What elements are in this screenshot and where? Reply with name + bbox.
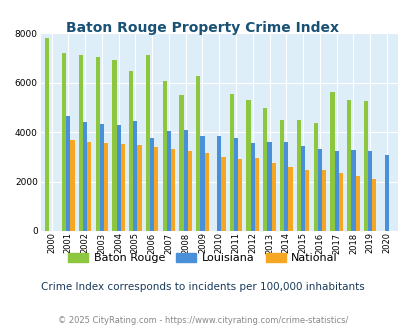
Bar bbox=[129, 71, 133, 231]
Bar bbox=[83, 122, 87, 231]
Bar bbox=[338, 173, 342, 231]
Bar bbox=[104, 143, 108, 231]
Bar bbox=[233, 138, 237, 231]
Bar bbox=[137, 145, 141, 231]
Legend: Baton Rouge, Louisiana, National: Baton Rouge, Louisiana, National bbox=[64, 248, 341, 267]
Bar bbox=[321, 170, 325, 231]
Bar bbox=[70, 141, 75, 231]
Bar bbox=[229, 94, 233, 231]
Bar bbox=[221, 157, 225, 231]
Bar bbox=[95, 56, 100, 231]
Bar bbox=[279, 120, 284, 231]
Bar bbox=[355, 176, 359, 231]
Bar bbox=[296, 120, 300, 231]
Bar bbox=[183, 130, 188, 231]
Bar bbox=[116, 125, 120, 231]
Bar bbox=[196, 76, 200, 231]
Bar bbox=[284, 142, 288, 231]
Bar bbox=[262, 109, 267, 231]
Bar bbox=[288, 167, 292, 231]
Bar bbox=[217, 136, 221, 231]
Bar bbox=[179, 95, 183, 231]
Bar bbox=[317, 149, 321, 231]
Bar bbox=[330, 92, 334, 231]
Bar bbox=[371, 179, 375, 231]
Text: Baton Rouge Property Crime Index: Baton Rouge Property Crime Index bbox=[66, 21, 339, 35]
Bar bbox=[237, 159, 242, 231]
Bar bbox=[100, 124, 104, 231]
Bar bbox=[200, 136, 204, 231]
Bar bbox=[250, 143, 254, 231]
Bar bbox=[166, 131, 171, 231]
Bar bbox=[133, 121, 137, 231]
Bar bbox=[367, 150, 371, 231]
Bar bbox=[120, 145, 125, 231]
Bar bbox=[313, 123, 317, 231]
Bar bbox=[305, 170, 309, 231]
Bar bbox=[346, 100, 350, 231]
Text: © 2025 CityRating.com - https://www.cityrating.com/crime-statistics/: © 2025 CityRating.com - https://www.city… bbox=[58, 315, 347, 325]
Bar bbox=[66, 116, 70, 231]
Bar bbox=[300, 147, 305, 231]
Text: Crime Index corresponds to incidents per 100,000 inhabitants: Crime Index corresponds to incidents per… bbox=[41, 282, 364, 292]
Bar bbox=[254, 158, 258, 231]
Bar bbox=[188, 151, 192, 231]
Bar bbox=[62, 53, 66, 231]
Bar bbox=[87, 142, 91, 231]
Bar bbox=[154, 148, 158, 231]
Bar bbox=[112, 60, 116, 231]
Bar bbox=[145, 55, 150, 231]
Bar bbox=[334, 150, 338, 231]
Bar bbox=[271, 163, 275, 231]
Bar bbox=[45, 38, 49, 231]
Bar bbox=[384, 155, 388, 231]
Bar bbox=[162, 81, 166, 231]
Bar bbox=[267, 142, 271, 231]
Bar bbox=[204, 153, 208, 231]
Bar bbox=[171, 149, 175, 231]
Bar bbox=[350, 149, 355, 231]
Bar bbox=[79, 55, 83, 231]
Bar bbox=[246, 100, 250, 231]
Bar bbox=[150, 138, 154, 231]
Bar bbox=[363, 101, 367, 231]
